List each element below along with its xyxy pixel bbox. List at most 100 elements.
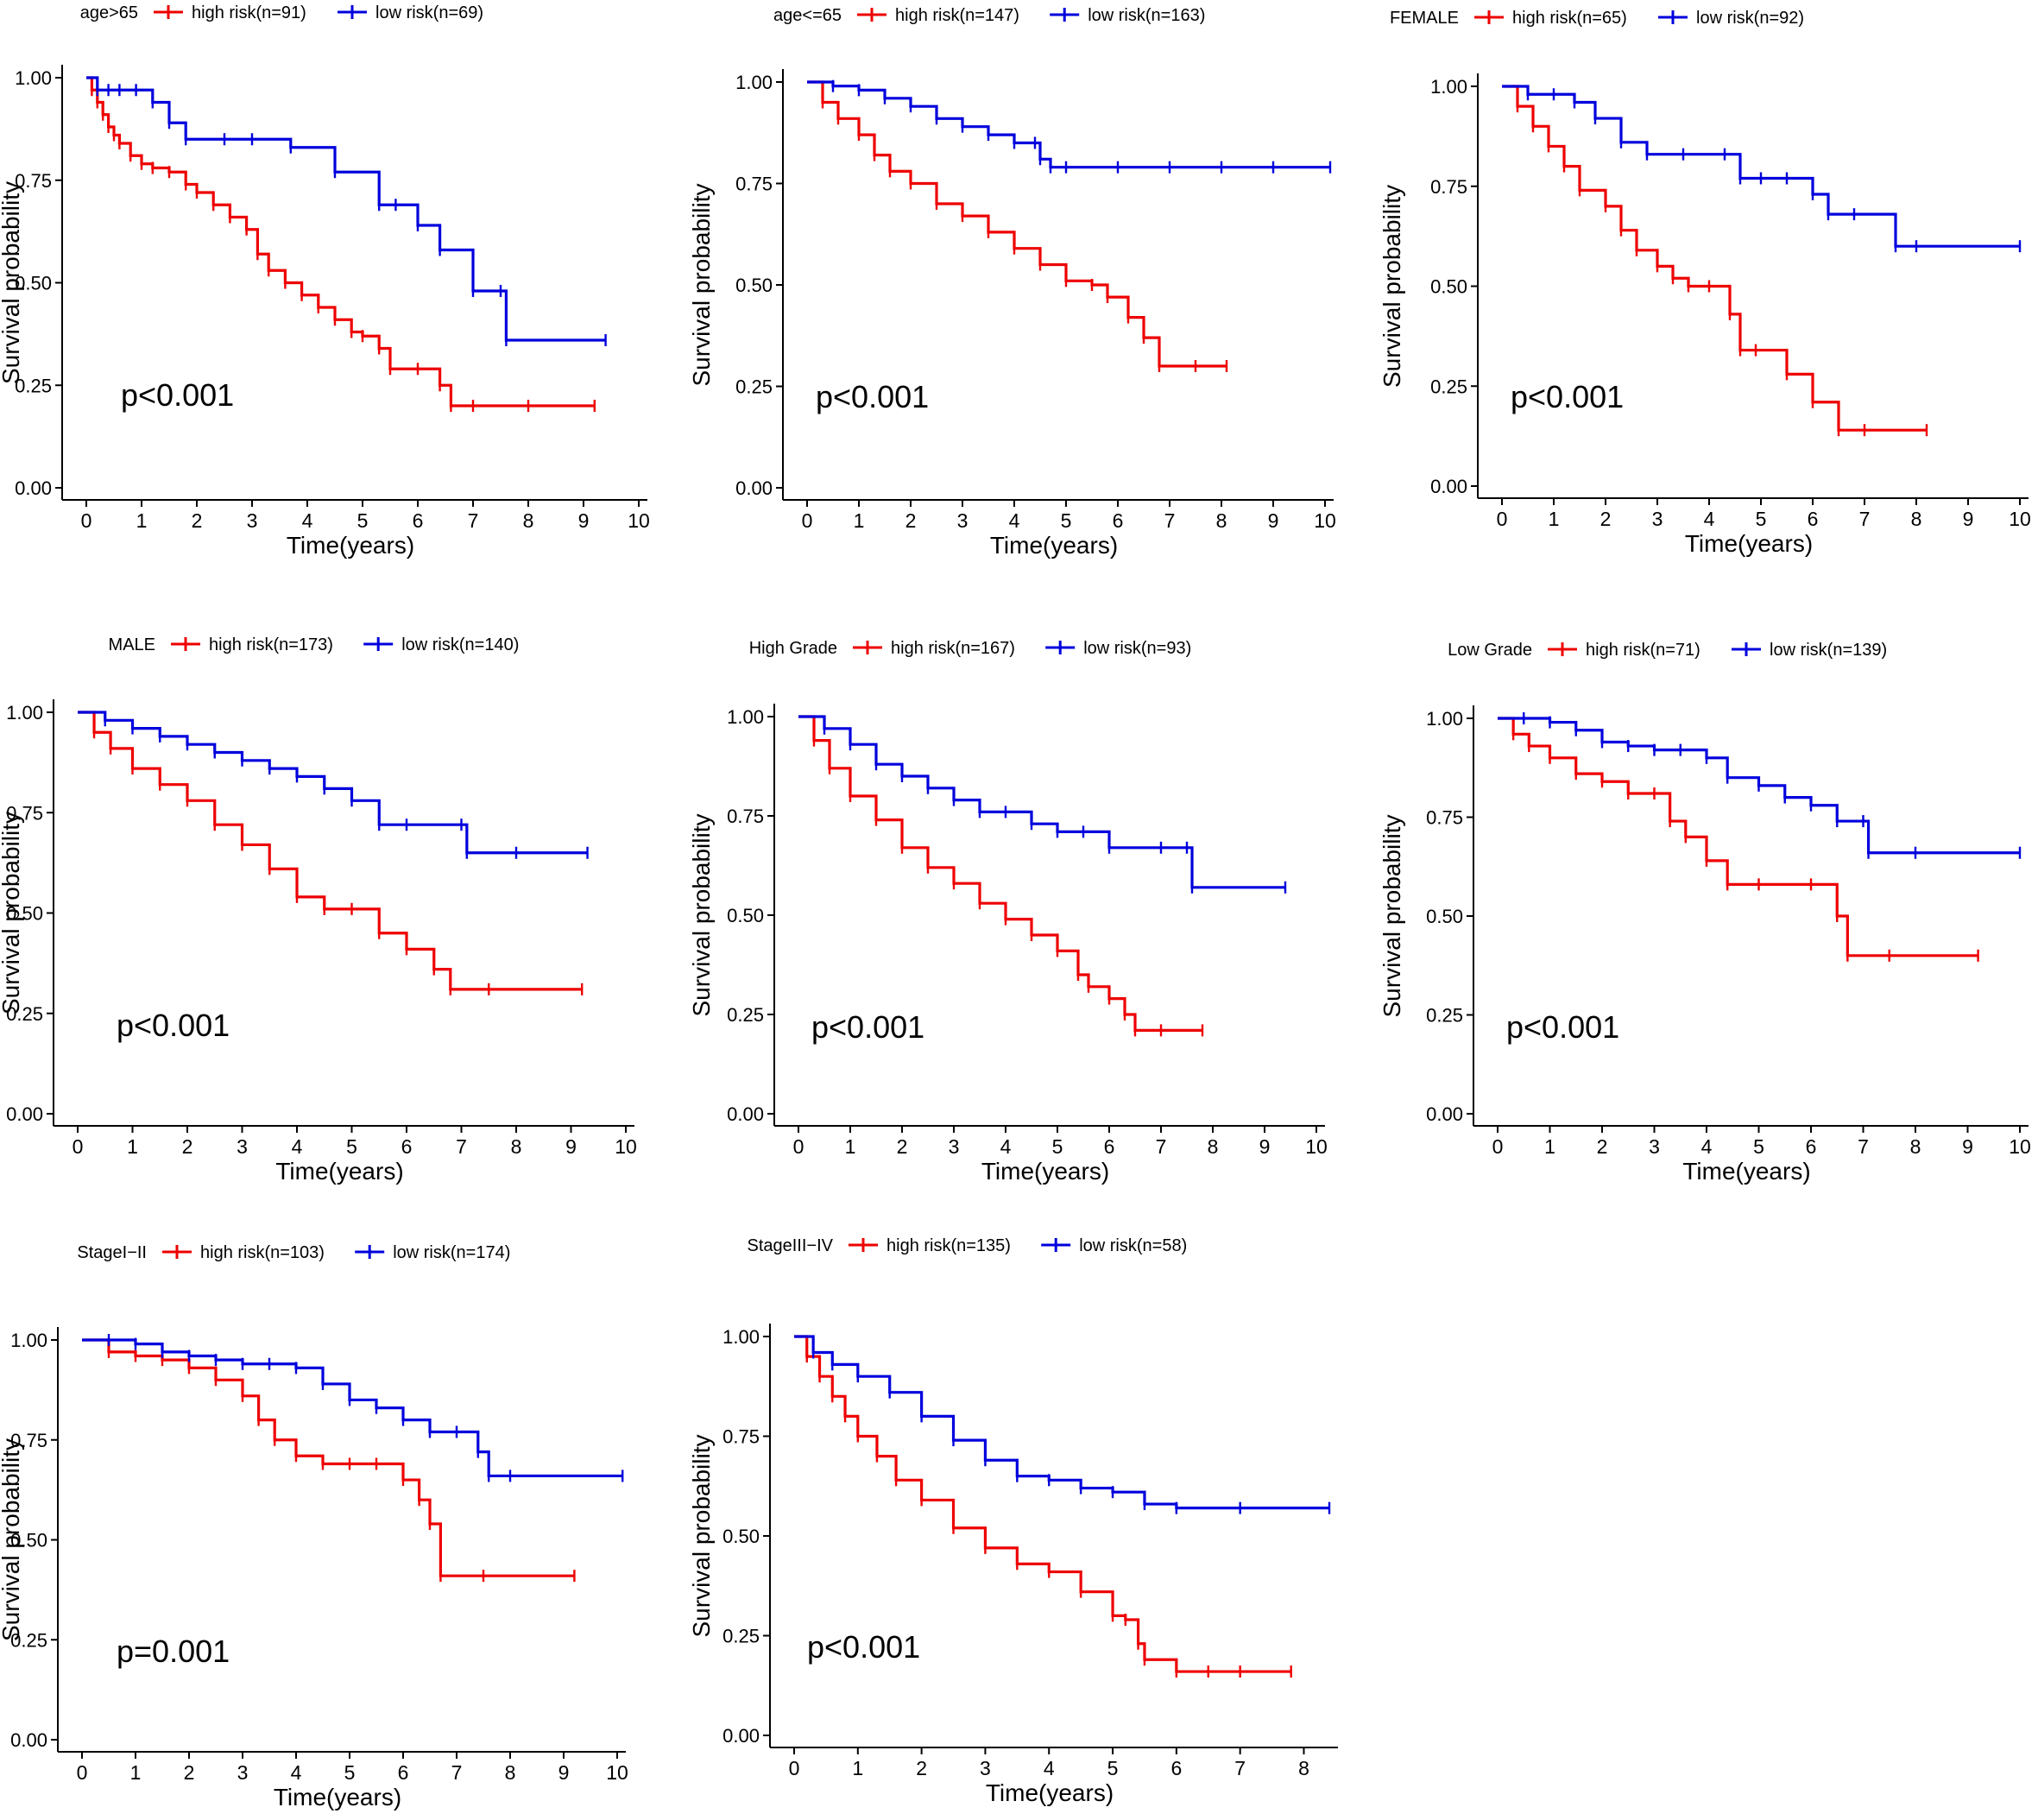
km-panel-low-grade: 0.00 0.25 0.50 0.75 1.00 0 1 2 3 4 5 6 7 8 9 10 Time(yea… [1379, 604, 2038, 1191]
km-panel-stage-iii-iv: 0.00 0.25 0.50 0.75 1.00 0 1 2 3 4 5 6 7 8 Time(years)… [688, 1226, 1347, 1816]
x-tick-label: 5 [344, 1761, 356, 1784]
x-tick-label: 10 [606, 1761, 628, 1784]
km-plot-svg: 0.00 0.25 0.50 0.75 1.00 0 1 2 3 4 5 6 7 8 9 10 Time(yea… [688, 639, 1328, 1185]
x-tick-label: 6 [413, 509, 424, 532]
legend-low-risk-label: low risk(n=139) [1770, 641, 1887, 660]
x-tick-label: 3 [957, 509, 969, 532]
y-tick-label: 0.75 [735, 174, 773, 195]
x-tick-label: 4 [1000, 1135, 1012, 1158]
low-risk-censor-marks [1526, 88, 2022, 253]
legend-high-risk-label: high risk(n=91) [192, 3, 306, 22]
p-value-label: p=0.001 [117, 1634, 230, 1669]
y-tick-label: 0.75 [10, 1430, 47, 1451]
x-tick-label: 6 [1806, 1135, 1817, 1158]
x-tick-label: 0 [81, 509, 92, 532]
legend: High Grade high risk(n=167) low risk(n=93) [749, 639, 1192, 658]
y-tick-label: 0.75 [1426, 807, 1463, 829]
x-tick-label: 2 [182, 1135, 193, 1158]
legend-group-label: StageIII−IV [747, 1236, 833, 1255]
y-axis-title: Survival probability [0, 181, 24, 384]
p-value-label: p<0.001 [1506, 1009, 1619, 1045]
x-tick-label: 2 [916, 1757, 927, 1779]
y-tick-label: 0.50 [727, 905, 764, 926]
x-tick-label: 5 [1756, 508, 1767, 530]
x-tick-label: 3 [237, 1761, 249, 1784]
x-tick-label: 5 [1753, 1135, 1764, 1158]
x-tick-label: 1 [854, 509, 865, 532]
x-tick-label: 9 [565, 1135, 577, 1158]
x-tick-label: 8 [505, 1761, 516, 1784]
x-tick-label: 1 [845, 1135, 856, 1158]
x-tick-label: 0 [1497, 508, 1508, 530]
x-tick-label: 2 [1600, 508, 1612, 530]
legend: age<=65 high risk(n=147) low risk(n=163) [773, 6, 1205, 25]
legend-high-risk-label: high risk(n=173) [209, 635, 333, 654]
y-tick-label: 1.00 [10, 1330, 47, 1351]
x-tick-label: 0 [77, 1761, 88, 1784]
y-axis-title: Survival probability [691, 814, 715, 1017]
high-risk-censor-marks [92, 726, 584, 995]
x-tick-label: 8 [1208, 1135, 1219, 1158]
x-tick-label: 0 [1492, 1135, 1504, 1158]
x-tick-label: 7 [1234, 1757, 1246, 1779]
km-plot-svg: 0.00 0.25 0.50 0.75 1.00 0 1 2 3 4 5 6 7 8 9 10 Time(yea… [0, 3, 650, 559]
x-tick-label: 7 [1858, 1135, 1869, 1158]
high-risk-censor-marks [812, 734, 1204, 1037]
x-axis-title: Time(years) [1682, 1158, 1810, 1185]
x-axis-title: Time(years) [981, 1158, 1109, 1185]
x-tick-label: 8 [523, 509, 534, 532]
x-tick-label: 9 [1259, 1135, 1271, 1158]
low-risk-censor-marks [104, 714, 589, 859]
legend: age>65 high risk(n=91) low risk(n=69) [80, 3, 483, 22]
km-plot-svg: 0.00 0.25 0.50 0.75 1.00 0 1 2 3 4 5 6 7 8 9 10 Time(yea… [1379, 641, 2031, 1185]
km-panel-high-grade: 0.00 0.25 0.50 0.75 1.00 0 1 2 3 4 5 6 7 8 9 10 Time(yea… [688, 604, 1347, 1191]
low-risk-survival-curve [798, 715, 1285, 889]
x-axis-title: Time(years) [287, 532, 414, 559]
x-tick-label: 7 [1156, 1135, 1167, 1158]
legend-high-risk-label: high risk(n=167) [891, 639, 1015, 658]
x-tick-label: 1 [852, 1757, 863, 1779]
y-tick-label: 0.50 [15, 273, 52, 294]
legend-group-label: Low Grade [1448, 641, 1532, 660]
x-tick-label: 1 [1549, 508, 1560, 530]
y-axis-title: Survival probability [691, 184, 715, 387]
y-tick-label: 0.00 [15, 477, 52, 499]
y-tick-label: 0.25 [10, 1629, 47, 1651]
legend-high-risk-label: high risk(n=65) [1512, 9, 1627, 28]
legend-group-label: StageI−II [77, 1243, 147, 1262]
x-tick-label: 0 [793, 1135, 804, 1158]
y-tick-label: 1.00 [1426, 708, 1463, 730]
p-value-label: p<0.001 [816, 379, 929, 414]
y-tick-label: 0.75 [722, 1426, 760, 1448]
high-risk-survival-curve [82, 1338, 575, 1577]
y-tick-label: 1.00 [15, 67, 52, 89]
x-axis-title: Time(years) [990, 532, 1118, 559]
x-tick-label: 4 [1009, 509, 1020, 532]
x-tick-label: 3 [237, 1135, 248, 1158]
x-tick-label: 10 [2009, 508, 2031, 530]
x-tick-label: 5 [357, 509, 369, 532]
legend-group-label: High Grade [749, 639, 837, 658]
legend-group-label: age<=65 [773, 6, 842, 25]
x-tick-label: 1 [1544, 1135, 1555, 1158]
y-tick-label: 0.00 [727, 1103, 764, 1125]
legend-low-risk-label: low risk(n=174) [393, 1243, 510, 1262]
y-tick-label: 0.00 [6, 1103, 43, 1125]
x-tick-label: 4 [291, 1761, 302, 1784]
x-tick-label: 8 [1216, 509, 1227, 532]
low-risk-censor-marks [107, 1334, 624, 1482]
low-risk-censor-marks [811, 1346, 1331, 1514]
y-tick-label: 0.00 [735, 477, 773, 499]
x-tick-label: 9 [1962, 1135, 1973, 1158]
low-risk-survival-curve [82, 1338, 623, 1478]
y-tick-label: 0.00 [1426, 1103, 1463, 1125]
x-tick-label: 2 [905, 509, 917, 532]
km-panel-stage-i-ii: 0.00 0.25 0.50 0.75 1.00 0 1 2 3 4 5 6 7 8 9 10 Time(yea… [0, 1226, 656, 1816]
high-risk-survival-curve [86, 76, 595, 408]
y-tick-label: 1.00 [6, 702, 43, 724]
y-tick-label: 0.50 [6, 903, 43, 925]
p-value-label: p<0.001 [811, 1009, 924, 1045]
x-tick-label: 5 [1107, 1757, 1119, 1779]
x-tick-label: 3 [247, 509, 258, 532]
legend-group-label: age>65 [80, 3, 138, 22]
